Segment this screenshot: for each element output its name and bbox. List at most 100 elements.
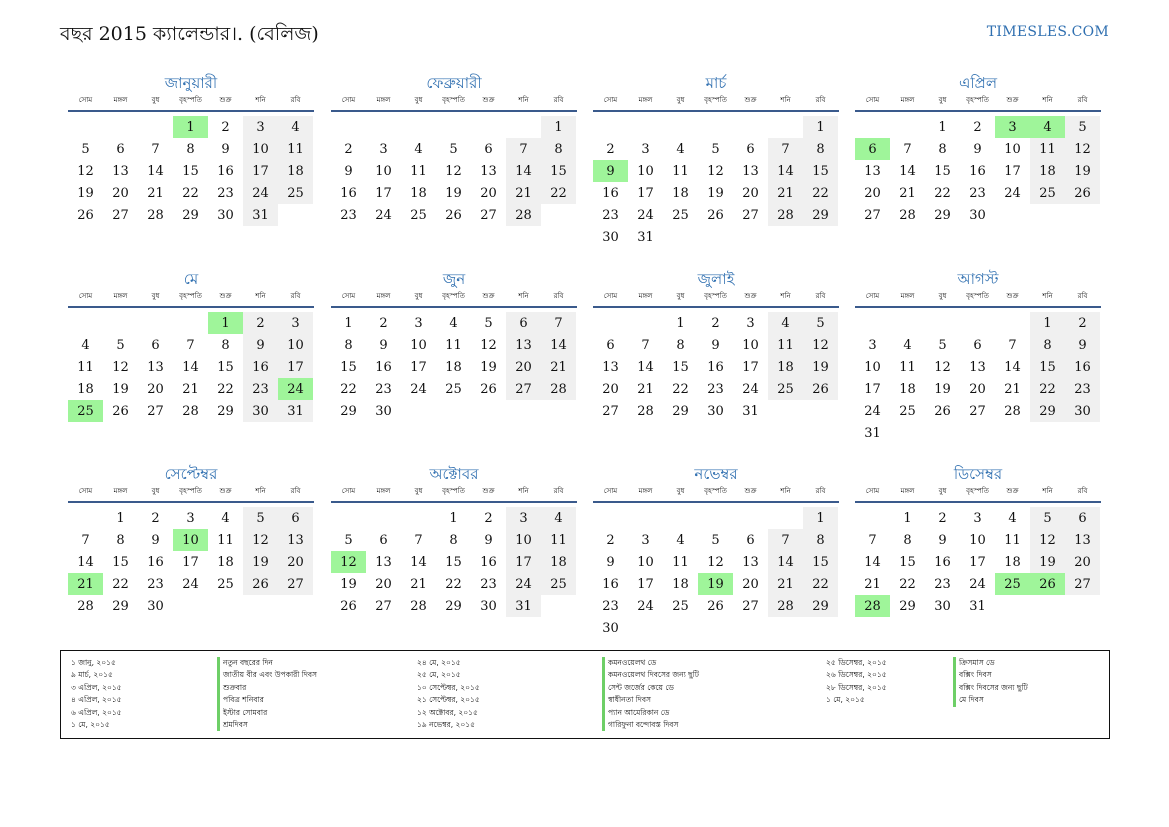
empty-cell — [698, 507, 733, 529]
empty-cell — [663, 507, 698, 529]
day-cell: 8 — [903, 532, 912, 548]
day-cell: 15 — [934, 163, 951, 179]
day-cell: 16 — [147, 554, 164, 570]
day-cell: 30 — [934, 598, 951, 614]
day-cell: 13 — [602, 359, 619, 375]
empty-cell — [855, 312, 890, 334]
day-cell: 4 — [1008, 510, 1017, 526]
site-link[interactable]: TIMESLES.COM — [986, 24, 1109, 40]
day-grid: 1 2 3 4 5 6 7 8 9 10 11 12 13 14 15 16 17 18 19 20 21 22 23 24 2… — [331, 116, 577, 226]
empty-cell — [68, 116, 103, 138]
legend-date: ১ মে, ২০১৫ — [826, 695, 865, 705]
day-cell: 8 — [344, 337, 353, 353]
day-cell: 14 — [147, 163, 164, 179]
day-cell: 11 — [278, 138, 313, 160]
weekday-label: সোম — [865, 487, 880, 495]
empty-cell — [855, 507, 890, 529]
day-cell: 14 — [864, 554, 881, 570]
day-cell: 22 — [445, 576, 462, 592]
day-cell: 26 — [480, 381, 497, 397]
day-cell: 15 — [803, 160, 838, 182]
day-cell: 18 — [1030, 160, 1065, 182]
weekday-label: মঙ্গল — [376, 96, 391, 104]
day-cell: 6 — [746, 532, 755, 548]
day-cell: 5 — [803, 312, 838, 334]
legend-date: ২৬ ডিসেম্বর, ২০১৫ — [826, 670, 887, 680]
day-cell: 9 — [938, 532, 947, 548]
weekday-label: শুক্র — [219, 96, 232, 104]
month-title: নভেম্বর — [694, 465, 738, 483]
day-cell: 6 — [506, 312, 541, 334]
page-title: বছর 2015 ক্যালেন্ডার।. (বেলিজ) — [60, 23, 319, 45]
weekday-label: বুধ — [414, 292, 423, 300]
empty-cell — [68, 507, 103, 529]
legend-date: ৬ এপ্রিল, ২০১৫ — [71, 707, 122, 717]
day-cell: 16 — [602, 185, 619, 201]
day-cell: 23 — [707, 381, 724, 397]
day-cell: 16 — [340, 185, 357, 201]
empty-cell — [436, 116, 471, 138]
day-cell: 30 — [969, 207, 986, 223]
day-cell: 22 — [541, 182, 576, 204]
day-cell: 16 — [969, 163, 986, 179]
day-cell: 23 — [217, 185, 234, 201]
day-cell: 15 — [541, 160, 576, 182]
day-cell: 9 — [221, 141, 230, 157]
day-cell: 19 — [707, 185, 724, 201]
day-cell: 5 — [711, 532, 720, 548]
weekday-label: মঙ্গল — [900, 96, 915, 104]
empty-cell — [593, 507, 628, 529]
day-cell: 28 — [899, 207, 916, 223]
month-block: অক্টোবর সোম মঙ্গল বুধ বৃহস্পতি শুক্র শনি রবি 1 2 3… — [331, 463, 577, 617]
day-cell: 5 — [1065, 116, 1100, 138]
day-cell: 12 — [243, 529, 278, 551]
day-cell: 18 — [410, 185, 427, 201]
day-cell: 14 — [77, 554, 94, 570]
holiday-day-cell: 26 — [1030, 573, 1065, 595]
holiday-day-cell: 1 — [208, 312, 243, 334]
day-cell: 3 — [278, 312, 313, 334]
weekday-label: সোম — [78, 96, 93, 104]
day-cell: 9 — [711, 337, 720, 353]
month-title: জুলাই — [697, 270, 735, 288]
weekday-label: সোম — [78, 292, 93, 300]
day-cell: 22 — [182, 185, 199, 201]
weekday-label: বুধ — [151, 487, 160, 495]
weekday-label: বুধ — [676, 292, 685, 300]
empty-cell — [593, 312, 628, 334]
legend-holiday-name: স্বাধীনতা দিবস — [602, 694, 699, 707]
day-cell: 18 — [278, 160, 313, 182]
weekday-label: মঙ্গল — [113, 292, 128, 300]
day-grid: 1 2 3 4 5 6 7 8 9 10 11 12 13 14 15 16 17 18 19 20 21 22 23 24 2… — [593, 507, 839, 639]
weekday-label: বৃহস্পতি — [179, 487, 202, 495]
day-cell: 2 — [606, 141, 615, 157]
day-cell: 12 — [77, 163, 94, 179]
day-cell: 31 — [969, 598, 986, 614]
legend-holiday-name: ক্রিসমাস ডে — [953, 657, 1028, 670]
legend-date: ১ জানু, ২০১৫ — [71, 658, 116, 667]
empty-cell — [331, 116, 366, 138]
legend-holiday-name: মে দিবস — [953, 694, 1028, 707]
day-cell: 17 — [506, 551, 541, 573]
day-cell: 25 — [899, 403, 916, 419]
holiday-day-cell: 3 — [995, 116, 1030, 138]
legend-date: ৩ এপ্রিল, ২০১৫ — [71, 682, 122, 692]
day-grid: 1 2 3 4 5 6 7 8 9 10 11 12 13 14 15 16 17 18 19 20 21 22 23 24 2… — [331, 507, 577, 617]
day-cell: 23 — [375, 381, 392, 397]
day-cell: 15 — [340, 359, 357, 375]
weekday-label: সোম — [603, 96, 618, 104]
day-cell: 20 — [969, 381, 986, 397]
day-cell: 10 — [506, 529, 541, 551]
day-cell: 11 — [899, 359, 916, 375]
month-title: মে — [183, 270, 199, 288]
weekday-header: সোম মঙ্গল বুধ বৃহস্পতি শুক্র শনি রবি — [331, 290, 577, 308]
day-cell: 13 — [480, 163, 497, 179]
day-cell: 21 — [864, 576, 881, 592]
month-block: আগস্ট সোম মঙ্গল বুধ বৃহস্পতি শুক্র শনি রবি 1 2 3 4 5… — [855, 268, 1101, 444]
day-cell: 27 — [375, 598, 392, 614]
day-cell: 6 — [278, 507, 313, 529]
day-cell: 13 — [742, 163, 759, 179]
day-cell: 4 — [768, 312, 803, 334]
day-cell: 29 — [340, 403, 357, 419]
weekday-label: শনি — [1042, 292, 1053, 300]
